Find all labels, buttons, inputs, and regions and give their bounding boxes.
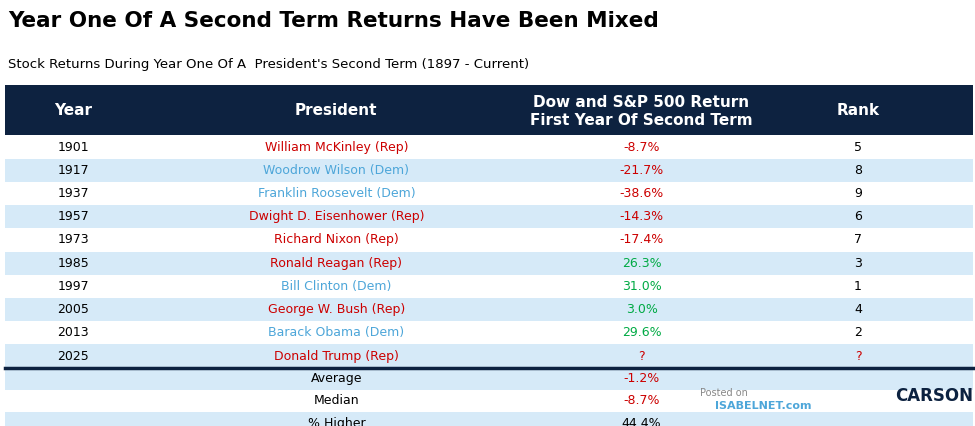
Text: ?: ? xyxy=(855,349,861,363)
Text: Average: Average xyxy=(311,372,362,385)
Text: Year One Of A Second Term Returns Have Been Mixed: Year One Of A Second Term Returns Have B… xyxy=(8,11,658,31)
Text: Barack Obama (Dem): Barack Obama (Dem) xyxy=(268,326,405,340)
Text: 1901: 1901 xyxy=(58,141,89,154)
Text: 1973: 1973 xyxy=(58,233,89,247)
Text: 1917: 1917 xyxy=(58,164,89,177)
Text: 8: 8 xyxy=(854,164,862,177)
Text: 6: 6 xyxy=(854,210,862,223)
Text: 4: 4 xyxy=(854,303,862,316)
Text: 1: 1 xyxy=(854,280,862,293)
Text: Bill Clinton (Dem): Bill Clinton (Dem) xyxy=(281,280,392,293)
Text: Donald Trump (Rep): Donald Trump (Rep) xyxy=(274,349,399,363)
Text: Median: Median xyxy=(314,394,359,407)
Text: -17.4%: -17.4% xyxy=(619,233,664,247)
Text: 1985: 1985 xyxy=(58,256,89,270)
Text: 2005: 2005 xyxy=(58,303,89,316)
Text: -14.3%: -14.3% xyxy=(619,210,664,223)
Text: Stock Returns During Year One Of A  President's Second Term (1897 - Current): Stock Returns During Year One Of A Presi… xyxy=(8,58,528,71)
Text: Dwight D. Eisenhower (Rep): Dwight D. Eisenhower (Rep) xyxy=(249,210,424,223)
Text: Ronald Reagan (Rep): Ronald Reagan (Rep) xyxy=(270,256,403,270)
Circle shape xyxy=(694,392,712,412)
Text: Woodrow Wilson (Dem): Woodrow Wilson (Dem) xyxy=(263,164,410,177)
Text: -8.7%: -8.7% xyxy=(623,141,660,154)
Text: 3: 3 xyxy=(854,256,862,270)
Text: 5: 5 xyxy=(854,141,862,154)
Text: 26.3%: 26.3% xyxy=(622,256,661,270)
Text: William McKinley (Rep): William McKinley (Rep) xyxy=(264,141,409,154)
Text: 2: 2 xyxy=(854,326,862,340)
Text: 7: 7 xyxy=(854,233,862,247)
Text: CARSON: CARSON xyxy=(895,387,973,405)
Text: Dow and S&P 500 Return: Dow and S&P 500 Return xyxy=(533,95,750,110)
Text: 2013: 2013 xyxy=(58,326,89,340)
Text: 29.6%: 29.6% xyxy=(622,326,661,340)
Text: -38.6%: -38.6% xyxy=(619,187,664,200)
Text: Rank: Rank xyxy=(837,103,879,118)
Polygon shape xyxy=(841,382,879,415)
Text: ?: ? xyxy=(639,349,644,363)
Text: -21.7%: -21.7% xyxy=(619,164,664,177)
Text: Posted on: Posted on xyxy=(700,388,748,398)
Text: Year: Year xyxy=(55,103,92,118)
Text: 1957: 1957 xyxy=(58,210,89,223)
Text: 1937: 1937 xyxy=(58,187,89,200)
Text: First Year Of Second Term: First Year Of Second Term xyxy=(530,113,753,128)
Text: % Higher: % Higher xyxy=(307,417,366,426)
Text: 3.0%: 3.0% xyxy=(626,303,657,316)
Text: 2025: 2025 xyxy=(58,349,89,363)
Text: Richard Nixon (Rep): Richard Nixon (Rep) xyxy=(274,233,399,247)
Text: 31.0%: 31.0% xyxy=(622,280,661,293)
Text: -1.2%: -1.2% xyxy=(623,372,660,385)
Text: 1997: 1997 xyxy=(58,280,89,293)
Text: 44.4%: 44.4% xyxy=(622,417,661,426)
Text: -8.7%: -8.7% xyxy=(623,394,660,407)
Text: Franklin Roosevelt (Dem): Franklin Roosevelt (Dem) xyxy=(257,187,415,200)
Text: 9: 9 xyxy=(854,187,862,200)
Text: President: President xyxy=(295,103,377,118)
Text: ISABELNET.com: ISABELNET.com xyxy=(715,401,811,411)
Text: George W. Bush (Rep): George W. Bush (Rep) xyxy=(268,303,405,316)
